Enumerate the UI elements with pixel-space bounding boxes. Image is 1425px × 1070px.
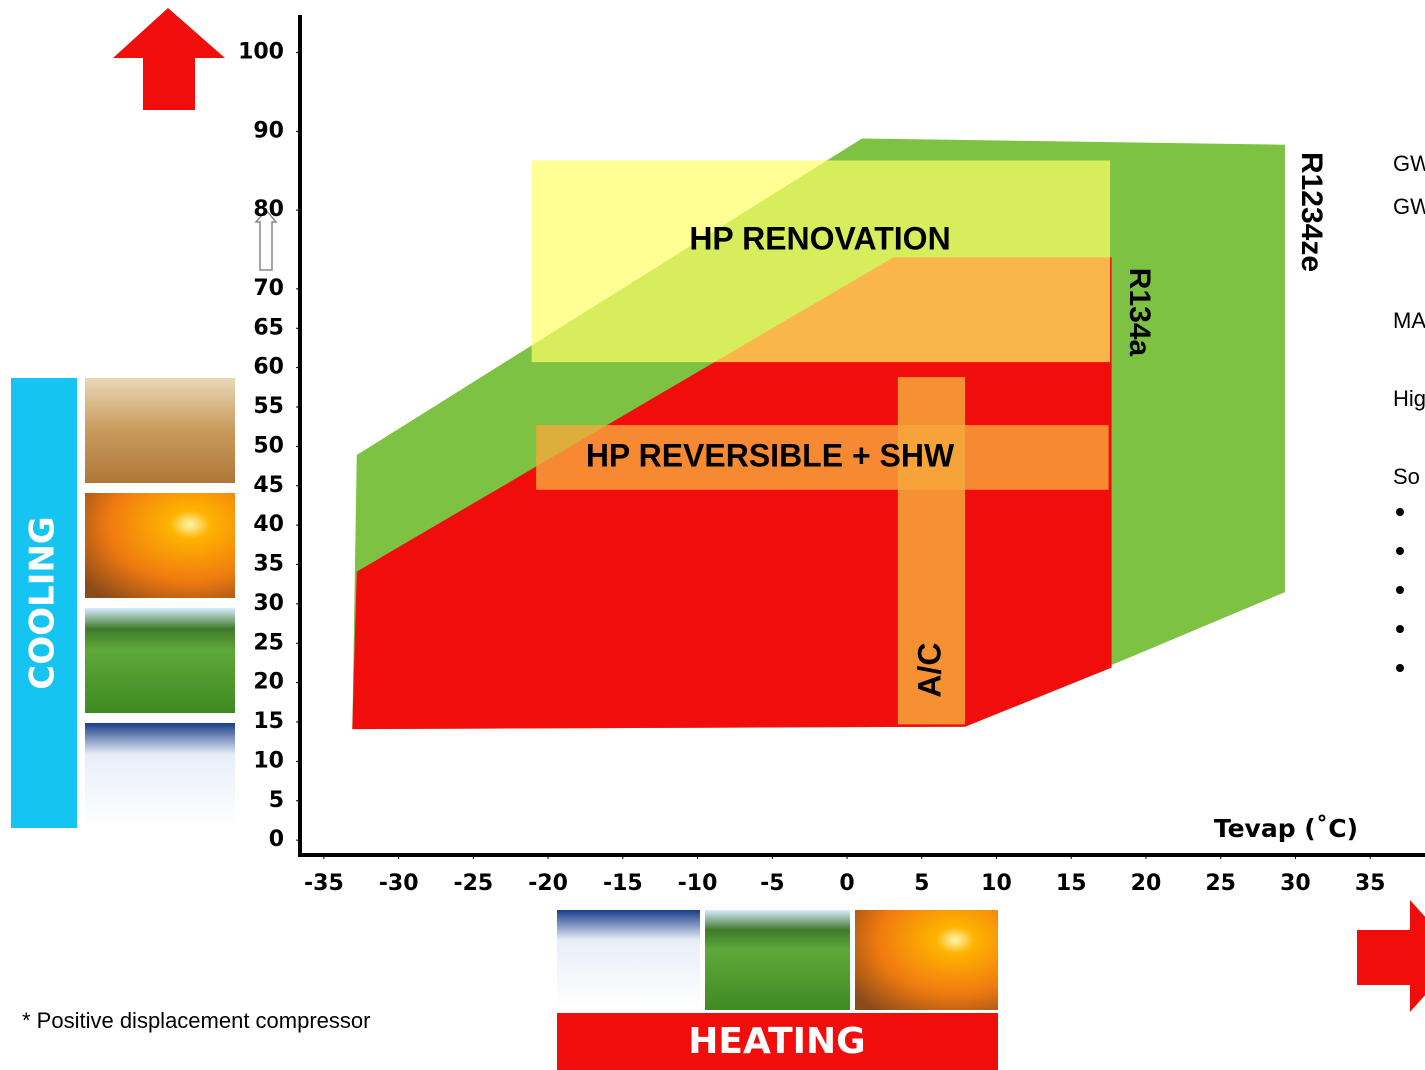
bullets xyxy=(1396,508,1404,672)
x-tick-label: 15 xyxy=(1056,871,1087,896)
x-tick-label: -30 xyxy=(379,871,419,896)
decor xyxy=(11,8,1425,1070)
side-text: GW xyxy=(1393,194,1425,219)
image-grass xyxy=(85,608,235,713)
arrow-up xyxy=(113,8,225,110)
region-label: R1234ze xyxy=(1295,152,1328,272)
image-sun xyxy=(855,910,998,1010)
y-tick-label: 55 xyxy=(253,394,284,419)
y-tick-label: 90 xyxy=(253,118,284,143)
x-tick-label: -25 xyxy=(453,871,493,896)
x-tick-label: -35 xyxy=(304,871,344,896)
region-label: HP RENOVATION xyxy=(689,220,950,256)
y-tick-label: 50 xyxy=(253,433,284,458)
x-tick-label: 5 xyxy=(914,871,929,896)
arrow-right xyxy=(1357,900,1425,1012)
heating-label: HEATING xyxy=(688,1021,865,1062)
region xyxy=(897,377,966,725)
x-tick-label: -5 xyxy=(760,871,784,896)
x-tick-label: -15 xyxy=(603,871,643,896)
x-tick-label: 20 xyxy=(1131,871,1162,896)
x-tick-label: -10 xyxy=(678,871,718,896)
y-tick-label: 20 xyxy=(253,670,284,695)
y-tick-label: 65 xyxy=(253,315,284,340)
image-desert xyxy=(85,378,235,483)
y-tick-label: 40 xyxy=(253,512,284,537)
cooling-label: COOLING xyxy=(23,516,63,689)
y-tick-label: 60 xyxy=(253,355,284,380)
image-sun xyxy=(85,493,235,598)
image-snow xyxy=(85,723,235,828)
region-label: A/C xyxy=(911,642,947,697)
side-text: Hig xyxy=(1393,386,1425,411)
cooling-bar xyxy=(11,378,77,828)
region-label: R134a xyxy=(1123,268,1156,357)
y-tick-label: 35 xyxy=(253,552,284,577)
y-tick-label: 80 xyxy=(253,197,284,222)
x-tick-label: 35 xyxy=(1355,871,1386,896)
x-axis-label: Tevap (˚C) xyxy=(1214,814,1358,843)
region xyxy=(536,425,1109,490)
plot-area xyxy=(352,138,1285,730)
y-tick-label: 25 xyxy=(253,630,284,655)
region-label: HP REVERSIBLE + SHW xyxy=(586,437,955,473)
side-text: MA xyxy=(1393,308,1425,333)
heating-bar xyxy=(557,1013,998,1070)
side-text: GW xyxy=(1393,151,1425,176)
y-tick-label: 70 xyxy=(253,276,284,301)
x-tick-label: 25 xyxy=(1205,871,1236,896)
small-arrow xyxy=(254,208,278,271)
y-tick-label: 100 xyxy=(238,40,284,65)
region xyxy=(531,160,1111,363)
y-tick-label: 30 xyxy=(253,591,284,616)
y-tick-label: 0 xyxy=(269,827,284,852)
x-tick-label: 0 xyxy=(839,871,854,896)
x-tick-label: 30 xyxy=(1280,871,1311,896)
x-tick-label: 10 xyxy=(981,871,1012,896)
y-tick-label: 5 xyxy=(269,788,284,813)
side-text: So xyxy=(1393,464,1420,489)
footnote: * Positive displacement compressor xyxy=(22,1008,370,1033)
y-tick-label: 45 xyxy=(253,473,284,498)
image-snow xyxy=(557,910,700,1010)
image-grass xyxy=(705,910,850,1010)
y-tick-label: 15 xyxy=(253,709,284,734)
y-tick-label: 10 xyxy=(253,748,284,773)
x-tick-label: -20 xyxy=(528,871,568,896)
